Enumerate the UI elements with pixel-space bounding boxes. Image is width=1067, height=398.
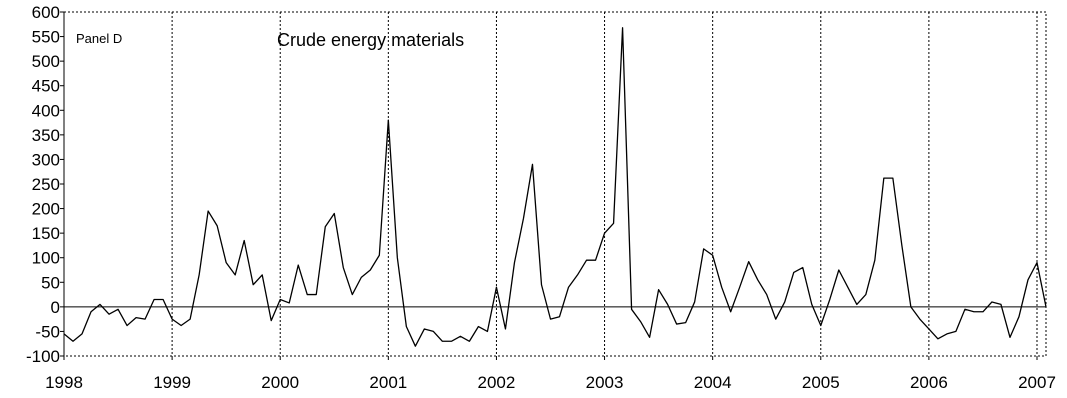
x-tick-label: 2007 [1018,373,1056,392]
x-tick-label: 2003 [586,373,624,392]
y-tick-label: 350 [32,126,60,145]
y-tick-label: 450 [32,77,60,96]
y-tick-label: 600 [32,3,60,22]
y-tick-label: 250 [32,175,60,194]
y-axis-ticks: -100 -50 0 50 100 150 200 250 300 350 400 450 500 550… [26,3,64,366]
y-tick-label: 300 [32,150,60,169]
y-tick-label: 100 [32,249,60,268]
x-tick-label: 1998 [45,373,83,392]
x-axis-ticks: 1998 1999 2000 2001 2002 2003 2004 2005 2006 2007 [45,356,1056,392]
y-tick-label: 550 [32,28,60,47]
x-tick-label: 2006 [910,373,948,392]
x-tick-label: 1999 [153,373,191,392]
y-tick-label: 400 [32,101,60,120]
y-tick-label: 500 [32,52,60,71]
vertical-year-lines [171,12,1038,356]
y-tick-label: 150 [32,224,60,243]
y-tick-label: -50 [35,322,60,341]
chart-title: Crude energy materials [277,30,464,50]
x-tick-label: 2005 [802,373,840,392]
y-tick-label: 0 [51,298,60,317]
x-tick-label: 2001 [369,373,407,392]
x-tick-label: 2004 [694,373,732,392]
x-tick-label: 2000 [261,373,299,392]
series-layer [63,27,1047,347]
series-line [63,27,1047,347]
panel-label: Panel D [76,31,122,46]
x-tick-label: 2002 [478,373,516,392]
y-tick-label: 50 [41,273,60,292]
y-tick-label: 200 [32,200,60,219]
y-tick-label: -100 [26,347,60,366]
